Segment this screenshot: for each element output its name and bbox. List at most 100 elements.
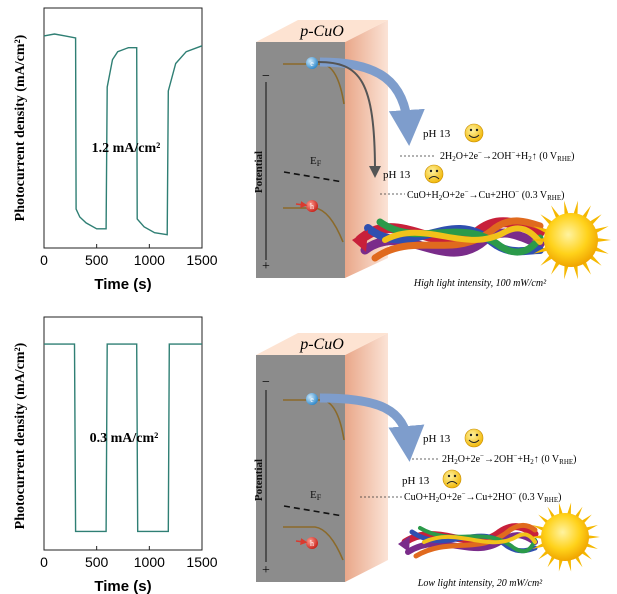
bottom-chart-marks: 0 500 1000 1500 — [40, 343, 218, 570]
x-tick-label: 1500 — [186, 554, 217, 570]
sun-ray — [532, 525, 545, 531]
x-tick-label: 0 — [40, 252, 48, 268]
top-electron: e — [306, 57, 318, 69]
sun-ray — [587, 535, 600, 539]
top-minus-sign: − — [262, 69, 270, 84]
top-plus-sign: + — [262, 259, 270, 274]
sun-ray — [531, 238, 546, 242]
top-electron-transfer-arrow — [319, 57, 425, 146]
top-band-diagram: p-CuO EF − + Potential e h pH 13 — [253, 20, 611, 289]
bottom-light-ribbons — [398, 522, 539, 559]
bottom-hole: h — [295, 537, 318, 549]
sun-ray — [540, 214, 553, 225]
bottom-sad-face-icon — [442, 469, 462, 489]
sun-ray — [573, 265, 578, 280]
top-chart-marks: 0 500 1000 1500 — [40, 33, 218, 268]
top-block-top — [256, 20, 388, 42]
top-block-side — [345, 20, 388, 278]
sun-ray — [574, 506, 583, 518]
bottom-plus-sign: + — [262, 563, 270, 578]
top-happy-face-icon — [464, 123, 484, 143]
photocurrent-series-line — [43, 33, 203, 236]
top-hole: h — [295, 200, 318, 212]
top-potential-label: Potential — [253, 151, 265, 193]
bottom-valence-band — [283, 526, 344, 561]
sun-ray — [582, 261, 591, 275]
sun-ray — [532, 543, 545, 549]
bottom-chart-xlabel: Time (s) — [94, 578, 151, 594]
top-block-front — [256, 42, 345, 278]
svg-text:h: h — [310, 202, 314, 211]
sun-ray — [594, 226, 609, 234]
sun-ray — [547, 506, 556, 518]
bottom-ph-good-label: pH 13 — [423, 433, 451, 445]
sun-ray — [564, 265, 569, 280]
top-material-label: p-CuO — [299, 23, 344, 40]
sun-ray — [533, 246, 548, 254]
bottom-electron: e — [306, 393, 318, 405]
bottom-chart-ylabel: Photocurrent density (mA/cm²) — [13, 342, 28, 529]
top-chart-ylabel: Photocurrent density (mA/cm²) — [13, 34, 28, 221]
top-fermi-label: EF — [310, 155, 322, 168]
sun-ray — [585, 543, 598, 549]
bottom-chart-frame — [43, 316, 203, 551]
top-ph-bad-label: pH 13 — [383, 169, 411, 181]
sun-ray — [551, 261, 560, 275]
sun-ray — [574, 556, 583, 568]
sun-ray — [585, 525, 598, 531]
top-chart: 0 500 1000 1500 1.2 mA/cm² Time (s) Photocu… — [13, 7, 218, 293]
x-tick-label: 500 — [85, 252, 109, 268]
sun-ray — [589, 214, 602, 225]
sun-ray — [564, 200, 569, 215]
bottom-sun-icon — [530, 502, 600, 572]
svg-text:h: h — [310, 539, 314, 548]
sun-ray — [594, 246, 609, 254]
top-light-label: High light intensity, 100 mW/cm² — [413, 278, 547, 289]
sun-ray — [551, 205, 560, 219]
sun-ray — [538, 514, 549, 524]
bottom-chart-annotation: 0.3 mA/cm² — [90, 431, 159, 446]
top-chart-frame — [43, 7, 203, 249]
bottom-light-label: Low light intensity, 20 mW/cm² — [417, 578, 543, 589]
sun-ray — [596, 238, 611, 242]
top-side-reaction-arrow — [317, 61, 381, 178]
top-reaction-bad: CuO+H2O+2e−→Cu+2HO− (0.3 VRHE) — [407, 188, 564, 202]
x-tick-label: 1000 — [134, 252, 165, 268]
top-sun-icon — [531, 200, 611, 280]
top-reaction-good: 2H2O+2e−→2OH−+H2↑ (0 VRHE) — [440, 149, 575, 163]
sun-ray — [547, 556, 556, 568]
bottom-ph-bad-label: pH 13 — [402, 475, 430, 487]
top-sad-face-icon — [424, 164, 444, 184]
bottom-fermi-label: EF — [310, 489, 322, 502]
bottom-block-side — [345, 333, 388, 582]
bottom-material-label: p-CuO — [299, 336, 344, 353]
x-tick-label: 1000 — [134, 554, 165, 570]
sun-ray — [589, 255, 602, 266]
sun-ray — [567, 502, 572, 515]
sun-ray — [540, 255, 553, 266]
photocurrent-series-line — [44, 343, 202, 533]
sun-ray — [573, 200, 578, 215]
x-tick-label: 1500 — [186, 252, 217, 268]
top-light-ribbons — [352, 217, 545, 262]
top-chart-xlabel: Time (s) — [94, 276, 151, 293]
bottom-potential-label: Potential — [253, 459, 265, 501]
sun-ray — [558, 559, 563, 572]
top-chart-annotation: 1.2 mA/cm² — [92, 141, 161, 156]
bottom-block-top — [256, 333, 388, 355]
sun-ray — [581, 514, 592, 524]
sun-ray — [530, 535, 543, 539]
sun-ray — [567, 559, 572, 572]
x-tick-label: 500 — [85, 554, 109, 570]
sun-ray — [538, 550, 549, 560]
sun-ray — [533, 226, 548, 234]
bottom-reaction-good: 2H2O+2e−→2OH−+H2↑ (0 VRHE) — [442, 452, 577, 466]
bottom-happy-face-icon — [464, 428, 484, 448]
sun-ray — [582, 205, 591, 219]
x-tick-label: 0 — [40, 554, 48, 570]
bottom-minus-sign: − — [262, 375, 270, 390]
bottom-chart: 0 500 1000 1500 0.3 mA/cm² Time (s) Photocu… — [13, 316, 218, 594]
svg-text:e: e — [310, 59, 314, 68]
bottom-reaction-bad: CuO+H2O+2e−→Cu+2HO− (0.3 VRHE) — [404, 490, 561, 504]
